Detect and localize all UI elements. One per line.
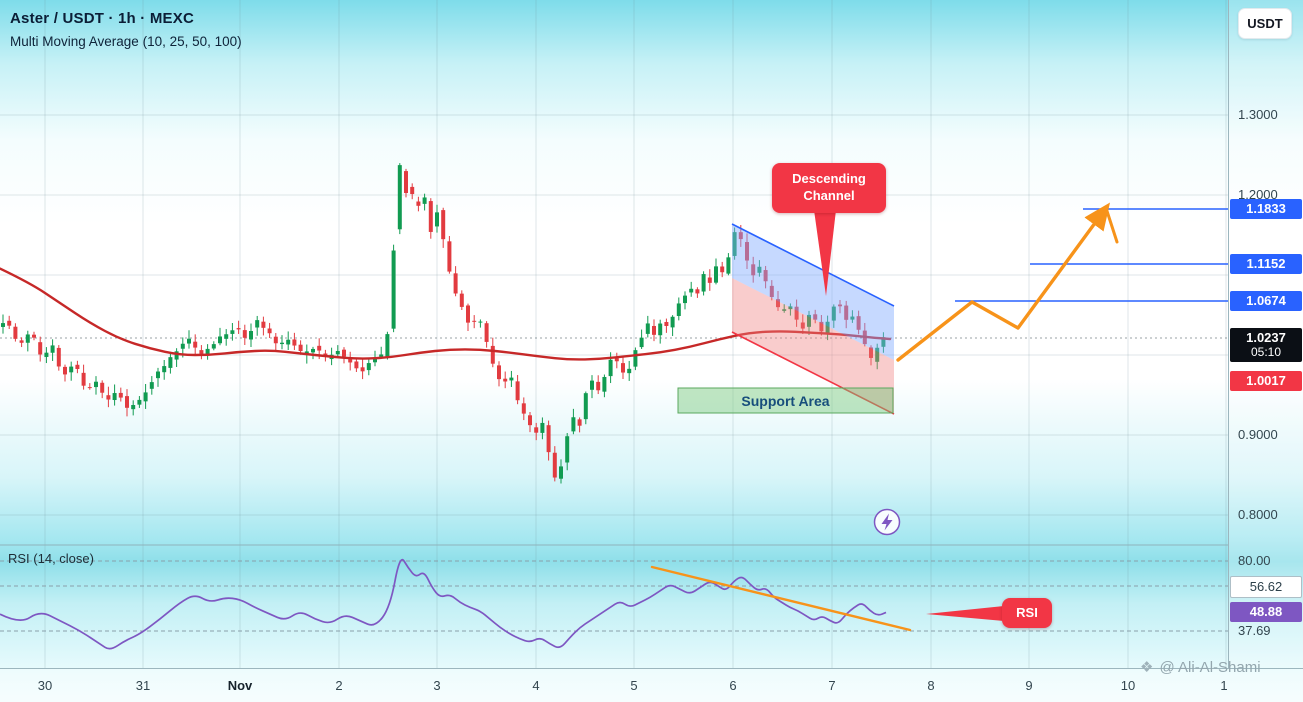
rsi-pane-title[interactable]: RSI (14, close) [8, 551, 94, 566]
gridlines [0, 0, 1228, 668]
support-area-label: Support Area [741, 393, 829, 409]
time-axis-label: 30 [37, 678, 53, 693]
channel-callout-tail [814, 210, 836, 296]
rsi-pane [0, 558, 1228, 650]
rsi-line [0, 558, 887, 650]
rsi-current-value-label: 48.88 [1230, 602, 1302, 622]
time-scale[interactable]: 30 31 Nov 2 3 4 5 6 7 8 9 10 1 [0, 668, 1303, 702]
price-target-lines[interactable] [955, 208, 1228, 302]
support-area[interactable]: Support Area [677, 387, 894, 414]
target-price-label: 1.0674 [1230, 291, 1302, 311]
time-axis-label: Nov [227, 678, 253, 693]
time-axis-label: 1 [1220, 678, 1228, 693]
time-axis-label: 5 [630, 678, 638, 693]
rsi-trendline[interactable] [650, 565, 912, 632]
descending-channel-callout[interactable]: Descending Channel [772, 163, 886, 213]
target-price-label: 1.1152 [1230, 254, 1302, 274]
watermark: ❖ @ Ali-Al-Shami [1140, 658, 1261, 677]
rsi-level-label: 56.62 [1230, 576, 1302, 598]
time-axis-label: 3 [433, 678, 441, 693]
price-axis-label: 0.8000 [1238, 507, 1278, 522]
descending-channel[interactable] [731, 223, 895, 415]
callout-line: Channel [803, 187, 855, 203]
lightning-button[interactable] [873, 508, 901, 536]
time-axis-label: 31 [135, 678, 151, 693]
rsi-axis-label: 37.69 [1238, 623, 1271, 638]
price-flag-label: 1.0017 [1230, 371, 1302, 391]
current-price-label: 1.0237 05:10 [1230, 328, 1302, 362]
candles [1, 163, 886, 484]
time-axis-label: 2 [335, 678, 343, 693]
target-price-label: 1.1833 [1230, 199, 1302, 219]
time-axis-label: 8 [927, 678, 935, 693]
price-scale[interactable]: 1.3000 1.2000 1.1833 1.1152 1.0674 1.0237 05:1… [1228, 0, 1303, 668]
watermark-handle: @ Ali-Al-Shami [1159, 658, 1261, 676]
chart-area[interactable]: Support Area [0, 0, 1228, 668]
projection-arrow[interactable] [896, 202, 1119, 362]
price-axis-label: 1.3000 [1238, 107, 1278, 122]
rsi-callout[interactable]: RSI [1002, 598, 1052, 628]
callout-line: Descending [792, 171, 866, 186]
price-axis-label: 0.9000 [1238, 427, 1278, 442]
time-axis-label: 6 [729, 678, 737, 693]
rsi-callout-tail [926, 606, 1004, 621]
indicator-title[interactable]: Multi Moving Average (10, 25, 50, 100) [10, 34, 242, 49]
watermark-logo-icon: ❖ [1140, 659, 1154, 676]
time-axis-label: 10 [1120, 678, 1136, 693]
currency-toggle-button[interactable]: USDT [1238, 8, 1292, 39]
chart-legend[interactable]: Aster / USDT · 1h · MEXC Multi Moving Av… [10, 10, 242, 49]
time-axis-label: 7 [828, 678, 836, 693]
time-axis-label: 9 [1025, 678, 1033, 693]
time-axis-label: 4 [532, 678, 540, 693]
rsi-axis-label: 80.00 [1238, 553, 1271, 568]
lightning-icon [881, 513, 893, 531]
symbol-title[interactable]: Aster / USDT · 1h · MEXC [10, 10, 194, 27]
ma-line [0, 267, 892, 361]
price-axis-label: 1.2000 [1238, 187, 1278, 202]
